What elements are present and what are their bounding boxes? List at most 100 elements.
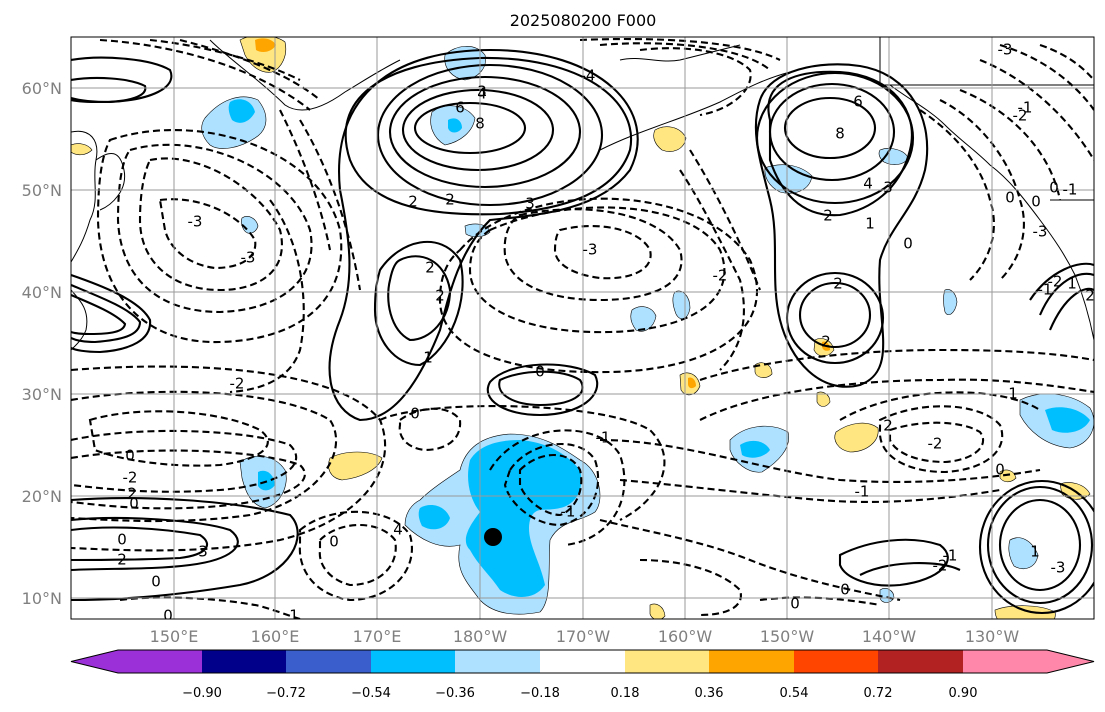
contour-label: -3 <box>241 249 256 267</box>
colorbar-outline <box>70 649 1095 674</box>
contour-label: 3 <box>477 83 487 101</box>
contour-label: 0 <box>129 495 139 513</box>
contour-label: 0 <box>151 573 161 591</box>
colorbar: −0.90 −0.72 −0.54 −0.36 −0.18 0.18 0.36 … <box>70 649 1095 701</box>
contour-label: -2 <box>123 469 138 487</box>
contour-label: -4 <box>581 67 596 85</box>
longitude-labels: 150°E 160°E 170°E 180°W 170°W 160°W 150°… <box>150 627 1020 646</box>
contour-label: 0 <box>163 607 173 625</box>
contour-label: 1 <box>423 349 433 367</box>
contour-label: 3 <box>883 179 893 197</box>
contour-label: 2 <box>1085 287 1095 305</box>
contour-label: 2 <box>883 417 893 435</box>
contour-label: 3 <box>198 543 208 561</box>
graticule <box>71 37 1094 619</box>
contour-label: 0 <box>790 595 800 613</box>
colorbar-tick-label: −0.18 <box>520 686 560 701</box>
contour-label: -2 <box>713 267 728 285</box>
contour-label: 0 <box>117 531 127 549</box>
contour-label: -1 <box>596 429 611 447</box>
contour-label: -1 <box>1018 99 1033 117</box>
contour-label: 0 <box>410 405 420 423</box>
contour-label: -2 <box>1013 107 1028 125</box>
lat-label: 50°N <box>22 181 62 200</box>
solid-contours <box>71 48 1094 615</box>
contour-label: 2 <box>823 207 833 225</box>
contour-label: 2 <box>235 9 245 27</box>
contour-label: 6 <box>853 93 863 111</box>
contour-label: -3 <box>998 41 1013 59</box>
colorbar-swatch <box>371 650 455 673</box>
contour-label: 2 <box>435 287 445 305</box>
colorbar-swatch <box>963 650 1094 673</box>
colorbar-swatch <box>540 650 625 673</box>
contour-label: -3 <box>188 213 203 231</box>
colorbar-tick-label: 0.72 <box>864 686 893 701</box>
lon-label: 160°E <box>251 627 300 646</box>
contour-label: 2 <box>408 193 418 211</box>
colorbar-swatches <box>70 649 1095 674</box>
contour-label: 1 <box>865 215 875 233</box>
contour-label: -3 <box>1051 559 1066 577</box>
map-title: 2025080200 F000 <box>510 11 657 30</box>
contour-label: 6 <box>455 99 465 117</box>
colorbar-tick-label: −0.72 <box>266 686 306 701</box>
contour-label: 1 <box>1030 543 1040 561</box>
lon-label: 170°W <box>556 627 611 646</box>
contour-label: 2 <box>821 333 831 351</box>
lat-label: 60°N <box>22 79 62 98</box>
contour-label: 1 <box>1008 385 1018 403</box>
storm-center-marker <box>484 528 502 546</box>
contour-label: 0 <box>1031 193 1041 211</box>
lon-label: 150°E <box>150 627 199 646</box>
contour-label-bg <box>233 7 246 21</box>
contour-label: 2 <box>425 259 435 277</box>
contour-label: 0 <box>840 581 850 599</box>
contour-label: 8 <box>475 115 485 133</box>
lon-label: 170°E <box>353 627 402 646</box>
lat-label: 30°N <box>22 385 62 404</box>
contour-label: 0 <box>1005 189 1015 207</box>
colorbar-tick-label: 0.18 <box>611 686 640 701</box>
contour-label: 4 <box>393 521 403 539</box>
lat-label: 40°N <box>22 283 62 302</box>
contour-label: 0 <box>995 461 1005 479</box>
lon-label: 160°W <box>658 627 713 646</box>
contour-label: -2 <box>1048 273 1063 291</box>
colorbar-swatch <box>709 650 794 673</box>
colorbar-tick-label: −0.36 <box>435 686 475 701</box>
contour-label: -2 <box>928 435 943 453</box>
contour-label: 2 <box>127 485 137 503</box>
lat-label: 10°N <box>22 589 62 608</box>
contour-label: -1 <box>561 503 576 521</box>
contour-label: -3 <box>1033 223 1048 241</box>
colorbar-tick-label: 0.54 <box>780 686 809 701</box>
colorbar-swatch <box>286 650 371 673</box>
contour-label: -1 <box>1038 281 1053 299</box>
colorbar-tick-label: −0.90 <box>182 686 222 701</box>
colorbar-tick-label: −0.54 <box>351 686 391 701</box>
colorbar-swatch <box>71 650 202 673</box>
lon-label: 140°W <box>862 627 917 646</box>
colorbar-swatch <box>794 650 878 673</box>
contour-label: -1 <box>855 483 870 501</box>
contour-label: -1 <box>1063 181 1078 199</box>
colorbar-tick-label: 0.36 <box>695 686 724 701</box>
contour-label: 2 <box>117 551 127 569</box>
contour-label: -3 <box>583 241 598 259</box>
contour-label: 0 <box>1049 179 1059 197</box>
colorbar-tick-labels: −0.90 −0.72 −0.54 −0.36 −0.18 0.18 0.36 … <box>182 686 977 701</box>
colorbar-swatch <box>878 650 963 673</box>
contour-label: 3 <box>525 195 535 213</box>
contour-label: 0 <box>903 235 913 253</box>
contour-label: 1 <box>1067 275 1077 293</box>
shade-blue <box>228 99 1090 597</box>
lat-label: 20°N <box>22 487 62 506</box>
shade-orange <box>255 38 830 389</box>
lon-label: 180°W <box>453 627 508 646</box>
contour-label: 2 <box>445 191 455 209</box>
colorbar-swatch <box>202 650 286 673</box>
